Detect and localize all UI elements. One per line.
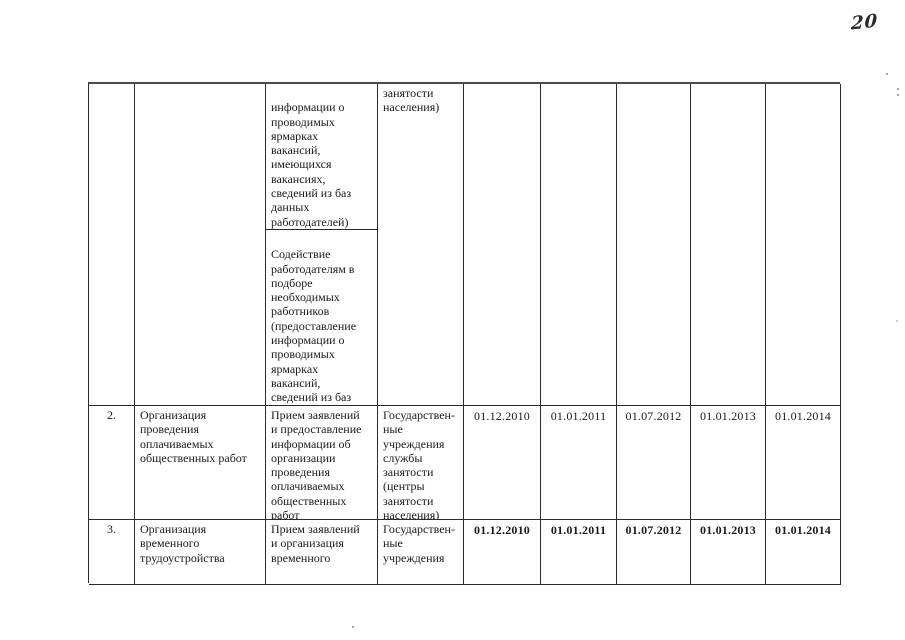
row1-institution-cell: занятости населения) xyxy=(378,84,464,406)
row1-service-name-cell xyxy=(135,84,266,406)
row3-date-cell-3: 01.07.2012 xyxy=(617,520,691,585)
row2-date-cell-5: 01.01.2014 xyxy=(766,406,841,520)
row1-date-cell-4 xyxy=(691,84,766,406)
row1-date-cell-1 xyxy=(464,84,541,406)
handwritten-page-number: 20 xyxy=(850,10,879,35)
row2-date-cell-4: 01.01.2013 xyxy=(691,406,766,520)
row2-number-cell: 2. xyxy=(89,406,135,520)
row1-number-cell xyxy=(89,84,135,406)
scan-speck xyxy=(352,626,354,628)
row2-date-cell-2: 01.01.2011 xyxy=(541,406,617,520)
scan-speck xyxy=(897,94,899,96)
row1-procedure-part1: информации о проводимых ярмарках ваканси… xyxy=(266,98,377,230)
row3-date-cell-1: 01.12.2010 xyxy=(464,520,541,585)
row1-date-cell-3 xyxy=(617,84,691,406)
services-schedule-table: информации о проводимых ярмарках ваканси… xyxy=(88,82,841,585)
row1-procedure-cell: информации о проводимых ярмарках ваканси… xyxy=(266,84,378,406)
row3-date-cell-2: 01.01.2011 xyxy=(541,520,617,585)
row1-procedure-part2: Содействие работодателям в подборе необх… xyxy=(271,247,357,405)
scan-speck xyxy=(896,320,898,322)
scan-speck xyxy=(897,88,899,90)
row3-service-name-cell: Организация временного трудоустройства xyxy=(135,520,266,585)
row2-procedure-cell: Прием заявлений и предоставление информа… xyxy=(266,406,378,520)
row3-number-cell: 3. xyxy=(89,520,135,585)
row2-service-name-cell: Организация проведения оплачиваемых обще… xyxy=(135,406,266,520)
row2-institution-cell: Государствен- ные учреждения службы заня… xyxy=(378,406,464,520)
row3-date-cell-4: 01.01.2013 xyxy=(691,520,766,585)
row1-date-cell-2 xyxy=(541,84,617,406)
row2-date-cell-3: 01.07.2012 xyxy=(617,406,691,520)
row3-procedure-cell: Прием заявлений и организация временного xyxy=(266,520,378,585)
row3-institution-cell: Государствен- ные учреждения xyxy=(378,520,464,585)
scan-speck xyxy=(886,73,888,75)
row3-date-cell-5: 01.01.2014 xyxy=(766,520,841,585)
row1-date-cell-5 xyxy=(766,84,841,406)
row2-date-cell-1: 01.12.2010 xyxy=(464,406,541,520)
